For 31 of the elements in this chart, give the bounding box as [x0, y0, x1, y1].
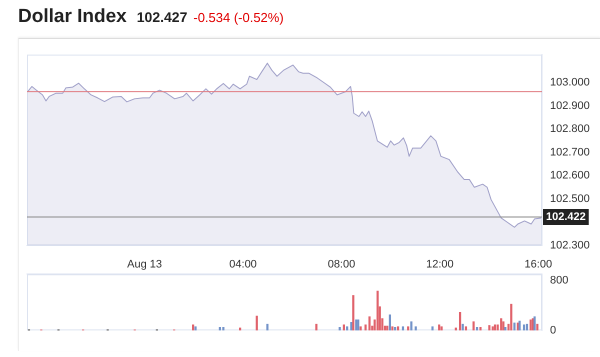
- text: -0.534 (-0.52%): [193, 10, 284, 25]
- y-tick-label: 102.800: [550, 123, 590, 136]
- bar: [536, 324, 538, 330]
- x-tick-label: 04:00: [229, 258, 257, 271]
- bar: [414, 326, 417, 330]
- x-tick-label: Aug 13: [127, 258, 162, 271]
- chart-title: Dollar Index: [18, 6, 127, 27]
- chart-subtitle: 102.427: [136, 9, 188, 25]
- y-tick-label: 102.900: [550, 100, 590, 112]
- bar: [510, 304, 512, 330]
- bar: [492, 326, 494, 330]
- x-tick-label: 16:00: [524, 258, 552, 271]
- y-tick-label: 102.700: [550, 146, 590, 158]
- bar: [500, 318, 502, 330]
- y-tick-label: 102.300: [550, 239, 590, 252]
- bar: [462, 324, 464, 330]
- bar: [458, 312, 462, 330]
- bar: [388, 314, 392, 330]
- ref-line-label: 102.422: [546, 211, 586, 224]
- x-tick-label: 08:00: [328, 258, 356, 271]
- bar: [338, 326, 341, 330]
- x-tick-label: 12:00: [426, 258, 454, 271]
- y-tick-label: 102.600: [550, 170, 590, 182]
- bar: [352, 295, 354, 330]
- bar: [386, 326, 388, 330]
- bar: [376, 290, 379, 330]
- y-tick-label: 103.000: [550, 76, 590, 89]
- bar: [256, 316, 258, 330]
- y-tick-label: 102.500: [550, 192, 590, 205]
- y-tick-label: 800: [550, 274, 568, 286]
- y-tick-label: 0: [550, 324, 556, 336]
